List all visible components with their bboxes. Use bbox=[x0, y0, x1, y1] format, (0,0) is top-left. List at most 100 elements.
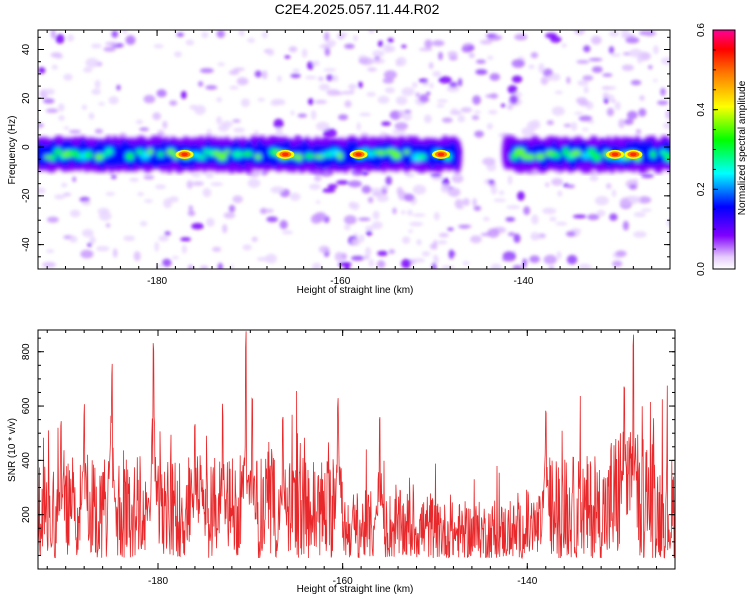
heatmap-noise-blob bbox=[200, 265, 209, 269]
heatmap-noise-blob bbox=[351, 255, 365, 261]
snr-x-tick-label: -140 bbox=[517, 576, 537, 587]
heatmap-noise-blob bbox=[301, 48, 308, 58]
heatmap-noise-blob bbox=[314, 99, 328, 104]
heatmap-noise-blob bbox=[202, 188, 212, 198]
heatmap-noise-blob bbox=[97, 207, 110, 215]
heatmap-noise-blob bbox=[472, 198, 477, 207]
heatmap-noise-blob bbox=[61, 182, 68, 188]
heatmap-noise-blob bbox=[360, 57, 374, 66]
heatmap-noise-blob bbox=[561, 43, 567, 48]
heatmap-noise-blob bbox=[253, 130, 259, 135]
heatmap-area bbox=[38, 30, 670, 269]
heatmap-noise-blob bbox=[309, 183, 321, 190]
band-mid bbox=[85, 150, 93, 159]
heatmap-noise-blob bbox=[279, 220, 288, 230]
heatmap-noise-blob bbox=[448, 249, 455, 260]
heatmap-noise-blob bbox=[596, 209, 606, 217]
heatmap-noise-blob bbox=[63, 73, 73, 81]
heatmap-noise-blob bbox=[133, 251, 141, 261]
band-blue bbox=[450, 142, 459, 169]
heatmap-noise-blob bbox=[563, 123, 572, 128]
heatmap-noise-blob bbox=[153, 44, 164, 49]
band-mid bbox=[535, 152, 545, 160]
heatmap-noise-blob bbox=[216, 97, 223, 103]
heatmap-noise-blob bbox=[304, 75, 317, 80]
heatmap-noise-blob bbox=[545, 32, 557, 39]
heatmap-noise-blob bbox=[474, 110, 481, 114]
heatmap-noise-blob bbox=[499, 190, 505, 196]
heatmap-noise-blob bbox=[587, 120, 595, 124]
heatmap-noise-blob bbox=[55, 34, 65, 44]
heatmap-noise-blob bbox=[233, 127, 246, 133]
band-mid bbox=[157, 151, 165, 158]
heatmap-noise-blob bbox=[367, 67, 377, 72]
heatmap-noise-blob bbox=[526, 121, 538, 130]
band-mid bbox=[223, 149, 231, 154]
heatmap-noise-blob bbox=[181, 244, 187, 254]
heatmap-y-axis-label: Frequency (Hz) bbox=[7, 116, 18, 185]
heatmap-noise-blob bbox=[532, 235, 546, 240]
heatmap-noise-blob bbox=[351, 238, 361, 247]
heatmap-noise-blob bbox=[201, 31, 209, 38]
heatmap-noise-blob bbox=[438, 76, 452, 84]
heatmap-noise-blob bbox=[267, 50, 274, 56]
heatmap-noise-blob bbox=[281, 230, 293, 235]
heatmap-noise-blob bbox=[612, 260, 623, 267]
heatmap-noise-blob bbox=[509, 94, 518, 105]
heatmap-noise-blob bbox=[514, 33, 528, 41]
heatmap-noise-blob bbox=[488, 179, 495, 184]
heatmap-noise-blob bbox=[660, 57, 670, 65]
heatmap-noise-blob bbox=[402, 112, 413, 121]
heatmap-noise-blob bbox=[475, 69, 488, 75]
heatmap-noise-blob bbox=[447, 51, 458, 58]
heatmap-noise-blob bbox=[407, 209, 413, 216]
heatmap-noise-blob bbox=[609, 213, 618, 221]
heatmap-noise-blob bbox=[356, 122, 361, 131]
heatmap-noise-blob bbox=[441, 265, 455, 269]
heatmap-noise-blob bbox=[139, 221, 148, 227]
heatmap-noise-blob bbox=[144, 199, 153, 203]
heatmap-noise-blob bbox=[368, 30, 375, 33]
heatmap-noise-blob bbox=[629, 184, 638, 190]
heatmap-noise-blob bbox=[482, 157, 496, 166]
heatmap-noise-blob bbox=[507, 175, 513, 185]
heatmap-noise-blob bbox=[189, 104, 198, 110]
heatmap-noise-blob bbox=[113, 248, 118, 258]
heatmap-noise-blob bbox=[640, 208, 652, 212]
heatmap-noise-blob bbox=[438, 51, 443, 61]
heatmap-noise-blob bbox=[46, 249, 55, 253]
heatmap-noise-blob bbox=[588, 58, 603, 62]
heatmap-noise-blob bbox=[365, 247, 372, 257]
heatmap-noise-blob bbox=[583, 45, 591, 53]
heatmap-noise-blob bbox=[557, 190, 563, 197]
figure-title: C2E4.2025.057.11.44.R02 bbox=[275, 1, 440, 17]
snr-y-tick-label: 200 bbox=[21, 506, 32, 523]
heatmap-noise-blob bbox=[316, 200, 321, 204]
heatmap-noise-blob bbox=[591, 35, 602, 45]
heatmap-noise-blob bbox=[457, 224, 472, 228]
heatmap-noise-blob bbox=[625, 37, 640, 44]
heatmap-noise-blob bbox=[69, 209, 81, 218]
heatmap-noise-blob bbox=[348, 201, 356, 209]
heatmap-noise-blob bbox=[188, 205, 193, 212]
heatmap-noise-blob bbox=[162, 120, 168, 129]
heatmap-noise-blob bbox=[239, 30, 245, 37]
heatmap-noise-blob bbox=[387, 37, 394, 43]
heatmap-noise-blob bbox=[171, 256, 179, 260]
heatmap-noise-blob bbox=[156, 129, 165, 137]
band-mid bbox=[232, 150, 243, 159]
heatmap-noise-blob bbox=[292, 68, 300, 73]
heatmap-noise-blob bbox=[344, 100, 352, 108]
heatmap-noise-blob bbox=[662, 122, 670, 129]
heatmap-y-tick-label: -20 bbox=[21, 188, 32, 203]
colorbar: 0.0 0.2 0.4 0.6 Normalized spectral amplitu… bbox=[696, 23, 748, 276]
heatmap-noise-blob bbox=[513, 233, 521, 243]
heatmap-noise-blob bbox=[310, 110, 317, 120]
heatmap-noise-blob bbox=[358, 234, 365, 243]
heatmap-noise-blob bbox=[312, 60, 320, 66]
heatmap-noise-blob bbox=[275, 127, 283, 138]
heatmap-noise-blob bbox=[46, 108, 59, 113]
heatmap-noise-blob bbox=[487, 55, 494, 60]
heatmap-noise-blob bbox=[247, 178, 261, 188]
heatmap-noise-blob bbox=[156, 89, 167, 98]
